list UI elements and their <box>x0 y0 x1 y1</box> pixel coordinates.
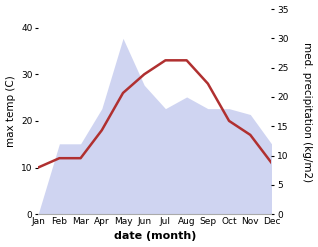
Y-axis label: max temp (C): max temp (C) <box>5 76 16 147</box>
X-axis label: date (month): date (month) <box>114 231 196 242</box>
Y-axis label: med. precipitation (kg/m2): med. precipitation (kg/m2) <box>302 41 313 182</box>
